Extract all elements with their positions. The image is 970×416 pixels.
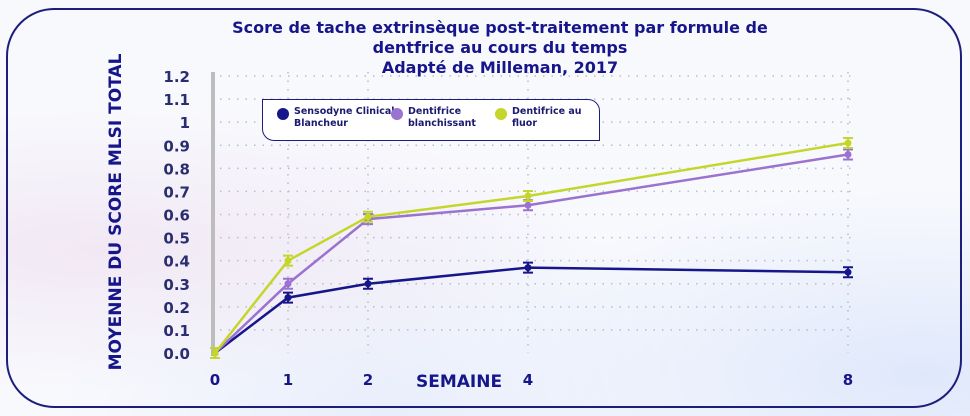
- data-point: [524, 264, 532, 272]
- y-tick-label: 1.1: [163, 91, 190, 109]
- chart-frame: [6, 8, 962, 408]
- data-point: [364, 280, 372, 288]
- x-axis-label: SEMAINE: [416, 372, 503, 392]
- legend-marker-icon: [495, 108, 507, 120]
- legend-item-fluor: Dentifrice au fluor: [495, 106, 582, 130]
- data-point: [524, 201, 532, 209]
- series-line: [214, 153, 849, 354]
- chart-title: Score de tache extrinsèque post-traiteme…: [200, 18, 800, 78]
- y-tick-label: 0.5: [163, 230, 190, 248]
- data-point: [211, 349, 219, 357]
- legend-marker-icon: [277, 108, 289, 120]
- x-tick-label: 0: [210, 371, 220, 389]
- data-point: [364, 213, 372, 221]
- y-tick-label: 0.8: [163, 160, 190, 178]
- legend-item-blanchissant: Dentifrice blanchissant: [391, 106, 476, 130]
- y-axis-line: [211, 72, 215, 356]
- data-point: [844, 139, 852, 147]
- y-tick-label: 1: [180, 114, 190, 132]
- y-tick-label: 0.0: [163, 345, 190, 363]
- data-point: [284, 257, 292, 265]
- data-point: [844, 268, 852, 276]
- y-tick-label: 1.2: [163, 68, 190, 86]
- x-tick-label: 8: [843, 371, 853, 389]
- legend-label: Sensodyne Clinical Blancheur: [294, 106, 395, 129]
- series-line: [214, 141, 849, 354]
- legend-item-sensodyne: Sensodyne Clinical Blancheur: [277, 106, 395, 130]
- y-tick-label: 0.1: [163, 322, 190, 340]
- x-tick-label: 4: [523, 371, 533, 389]
- data-point: [284, 280, 292, 288]
- data-point: [844, 150, 852, 158]
- legend-label: Dentifrice au fluor: [512, 106, 582, 129]
- legend: Sensodyne Clinical Blancheur Dentifrice bl…: [262, 99, 600, 141]
- x-tick-label: 1: [283, 371, 293, 389]
- title-line-2: dentfrice au cours du temps: [372, 38, 628, 57]
- data-point: [524, 192, 532, 200]
- y-tick-label: 0.6: [163, 207, 190, 225]
- data-point: [284, 294, 292, 302]
- title-line-1: Score de tache extrinsèque post-traiteme…: [232, 18, 768, 37]
- y-tick-label: 0.7: [163, 183, 190, 201]
- title-line-3: Adapté de Milleman, 2017: [381, 58, 619, 77]
- y-tick-label: 0.2: [163, 299, 190, 317]
- y-tick-label: 0.9: [163, 137, 190, 155]
- legend-marker-icon: [391, 108, 403, 120]
- legend-label: Dentifrice blanchissant: [408, 106, 476, 129]
- y-tick-label: 0.4: [163, 253, 190, 271]
- series-line: [214, 266, 849, 354]
- y-tick-label: 0.3: [163, 276, 190, 294]
- x-tick-label: 2: [363, 371, 373, 389]
